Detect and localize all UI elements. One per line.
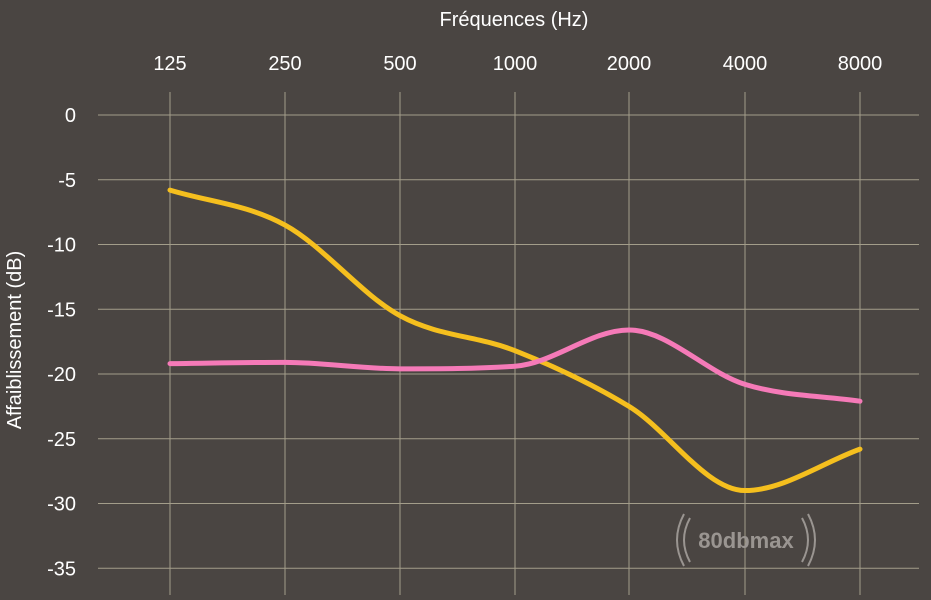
x-tick-label: 500 <box>383 53 416 75</box>
x-tick-label: 4000 <box>723 53 768 75</box>
series-lines <box>167 187 863 494</box>
y-tick-label: -15 <box>47 299 76 321</box>
watermark-right-paren-icon <box>801 517 809 563</box>
y-tick-label: -20 <box>47 364 76 386</box>
y-tick-label: -30 <box>47 494 76 516</box>
watermark-logo: 80dbmax <box>676 513 816 567</box>
x-tick-label: 125 <box>153 53 186 75</box>
series-line-2 <box>167 327 863 404</box>
watermark-left-paren-icon <box>676 513 685 567</box>
y-tick-labels: 0 -5 -10 -15 -20 -25 -30 -35 <box>47 105 76 580</box>
series-line-1 <box>167 187 863 494</box>
watermark-text: 80dbmax <box>698 528 794 553</box>
x-tick-label: 2000 <box>607 53 652 75</box>
x-tick-label: 8000 <box>838 53 883 75</box>
y-tick-label: -35 <box>47 558 76 580</box>
y-tick-label: -5 <box>58 170 76 192</box>
watermark-right-paren-outer-icon <box>807 513 816 567</box>
y-tick-label: -10 <box>47 235 76 257</box>
watermark-left-paren-inner-icon <box>683 517 691 563</box>
x-tick-labels: 125 250 500 1000 2000 4000 8000 <box>153 53 882 75</box>
x-tick-label: 250 <box>268 53 301 75</box>
x-tick-label: 1000 <box>493 53 538 75</box>
x-axis-title: Fréquences (Hz) <box>440 9 589 31</box>
y-axis-title: Affaiblissement (dB) <box>4 251 26 430</box>
grid <box>98 92 919 595</box>
y-tick-label: -25 <box>47 429 76 451</box>
y-tick-label: 0 <box>65 105 76 127</box>
